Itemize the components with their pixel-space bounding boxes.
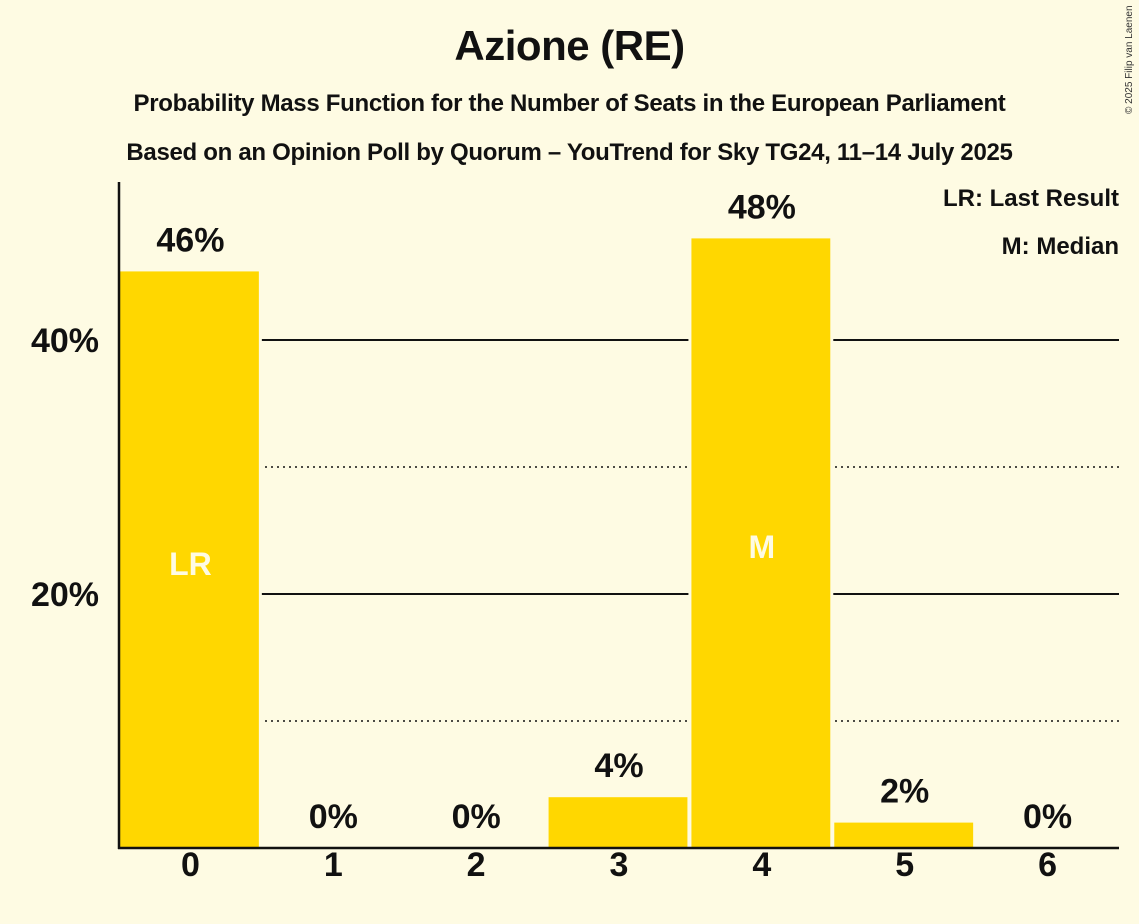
legend-last-result: LR: Last Result xyxy=(942,185,1119,212)
value-label: 48% xyxy=(728,188,796,226)
x-tick-label: 4 xyxy=(752,846,771,884)
value-label: 0% xyxy=(309,798,358,836)
y-tick-label: 20% xyxy=(31,576,99,614)
x-tick-label: 3 xyxy=(610,846,629,884)
x-tick-label: 2 xyxy=(467,846,486,884)
bar xyxy=(548,797,688,848)
bar-marker-label: M xyxy=(749,529,776,565)
bar xyxy=(834,822,974,848)
value-label: 46% xyxy=(156,221,224,259)
chart-subtitle: Probability Mass Function for the Number… xyxy=(133,90,1006,117)
y-tick-label: 40% xyxy=(31,322,99,360)
x-tick-label: 1 xyxy=(324,846,343,884)
bar-marker-label: LR xyxy=(169,546,212,582)
value-label: 2% xyxy=(880,773,929,811)
value-label: 4% xyxy=(594,747,643,785)
bar xyxy=(691,238,831,848)
x-tick-label: 5 xyxy=(895,846,914,884)
chart-title: Azione (RE) xyxy=(454,22,685,69)
value-label: 0% xyxy=(452,798,501,836)
legend-median: M: Median xyxy=(1001,233,1119,260)
bar xyxy=(120,271,259,848)
x-tick-label: 0 xyxy=(181,846,200,884)
x-tick-label: 6 xyxy=(1038,846,1057,884)
chart-source: Based on an Opinion Poll by Quorum – You… xyxy=(126,139,1013,166)
value-label: 0% xyxy=(1023,798,1072,836)
